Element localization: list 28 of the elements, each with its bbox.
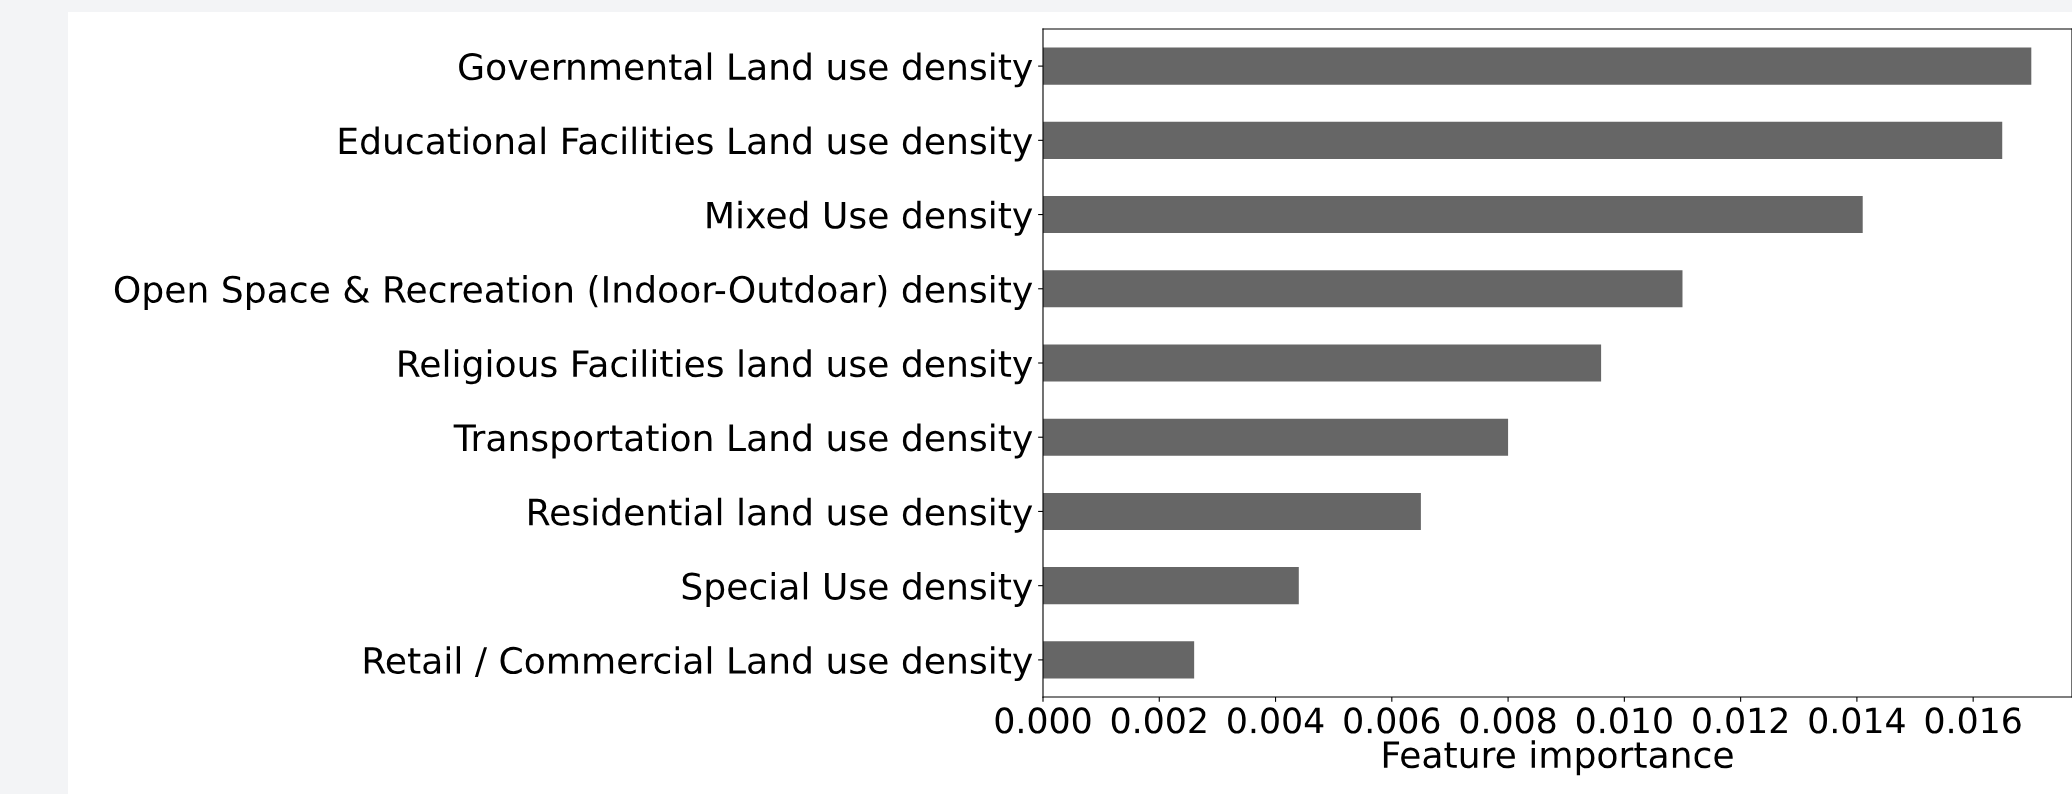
y-tick-label: Governmental Land use density — [459, 52, 1033, 88]
bar — [1043, 344, 1602, 382]
bar — [1043, 196, 1863, 234]
y-tick-label: Retail / Commercial Land use density — [364, 646, 1033, 682]
bar — [1043, 418, 1509, 456]
y-tick-label: Mixed Use density — [707, 200, 1033, 236]
bar — [1043, 641, 1195, 679]
x-tick-label: 0.010 — [1576, 707, 1672, 734]
x-tick-label: 0.004 — [1228, 707, 1324, 734]
y-tick-label: Residential land use density — [529, 497, 1033, 533]
x-tick-label: 0.002 — [1111, 707, 1206, 734]
y-tick-label: Religious Facilities land use density — [399, 349, 1033, 385]
x-tick-label: 0.008 — [1460, 707, 1556, 734]
x-tick-label: 0.000 — [995, 707, 1091, 734]
bar — [1043, 492, 1421, 530]
bar — [1043, 270, 1683, 308]
x-tick-label: 0.006 — [1344, 707, 1440, 734]
x-tick-label: 0.012 — [1693, 707, 1787, 734]
y-tick-label: Educational Facilities Land use density — [339, 126, 1033, 162]
bar — [1043, 567, 1299, 605]
y-tick-label: Transportation Land use density — [453, 423, 1033, 459]
x-tick-label: 0.014 — [1809, 707, 1905, 734]
y-tick-label: Special Use density — [682, 571, 1033, 607]
bar — [1043, 121, 2003, 159]
x-tick-label: 0.016 — [1925, 707, 2021, 734]
bar — [1043, 47, 2032, 85]
x-axis-title: Feature importance — [1383, 740, 1733, 776]
y-tick-label: Open Space & Recreation (Indoor-Outdoar) density — [114, 275, 1033, 311]
